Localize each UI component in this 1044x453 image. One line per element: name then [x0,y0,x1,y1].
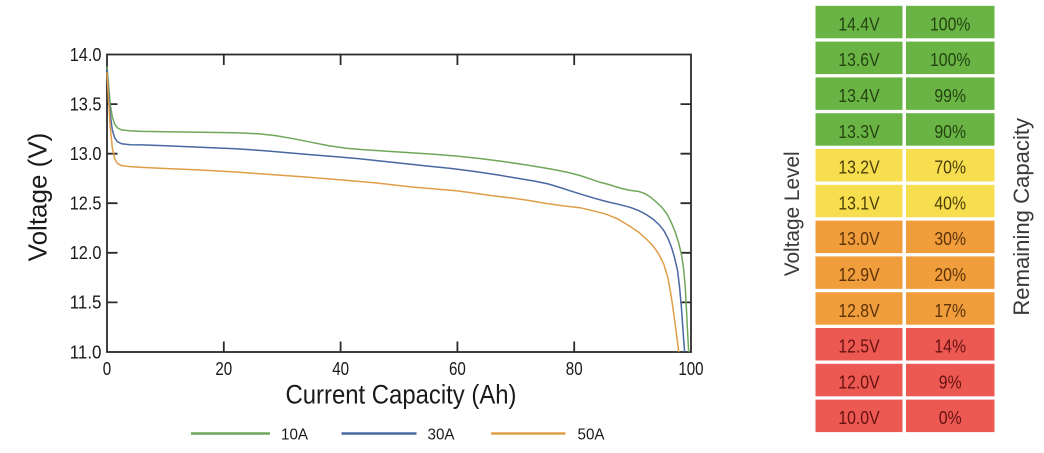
svg-text:17%: 17% [934,300,966,321]
svg-text:13.5: 13.5 [70,94,102,114]
svg-text:50A: 50A [578,426,605,443]
svg-text:20: 20 [215,359,232,379]
svg-text:12.5: 12.5 [70,194,102,214]
svg-text:13.0: 13.0 [70,144,102,164]
svg-text:13.6V: 13.6V [838,49,880,70]
svg-text:99%: 99% [934,85,966,106]
svg-text:13.2V: 13.2V [838,157,880,178]
svg-text:14.4V: 14.4V [838,13,880,34]
svg-text:40%: 40% [934,192,966,213]
svg-text:100%: 100% [930,49,970,70]
svg-text:Voltage Level: Voltage Level [781,151,804,276]
svg-text:13.1V: 13.1V [838,192,880,213]
svg-text:13.4V: 13.4V [838,85,880,106]
svg-text:40: 40 [332,359,349,379]
svg-text:Current Capacity (Ah): Current Capacity (Ah) [286,380,517,410]
svg-text:12.5V: 12.5V [838,336,880,357]
svg-text:11.5: 11.5 [70,293,102,313]
svg-text:14.0: 14.0 [70,45,102,65]
svg-text:100%: 100% [930,13,970,34]
svg-text:12.0V: 12.0V [838,371,880,392]
svg-text:100: 100 [678,359,703,379]
svg-text:13.3V: 13.3V [838,121,880,142]
svg-text:12.8V: 12.8V [838,300,880,321]
svg-text:10A: 10A [281,426,308,443]
svg-text:14%: 14% [934,336,966,357]
svg-text:12.9V: 12.9V [838,264,880,285]
svg-text:Voltage (V): Voltage (V) [23,133,53,262]
svg-text:11.0: 11.0 [70,342,102,362]
svg-text:13.0V: 13.0V [838,228,880,249]
svg-text:80: 80 [566,359,583,379]
svg-text:Remaining Capacity: Remaining Capacity [1009,118,1034,316]
svg-text:20%: 20% [934,264,966,285]
svg-text:30%: 30% [934,228,966,249]
svg-text:12.0: 12.0 [70,243,102,263]
svg-text:70%: 70% [934,157,966,178]
svg-text:10.0V: 10.0V [838,407,880,428]
svg-text:30A: 30A [428,426,455,443]
svg-text:0%: 0% [939,407,962,428]
svg-text:60: 60 [449,359,466,379]
svg-text:9%: 9% [939,371,962,392]
svg-text:90%: 90% [934,121,966,142]
svg-text:0: 0 [103,359,111,379]
